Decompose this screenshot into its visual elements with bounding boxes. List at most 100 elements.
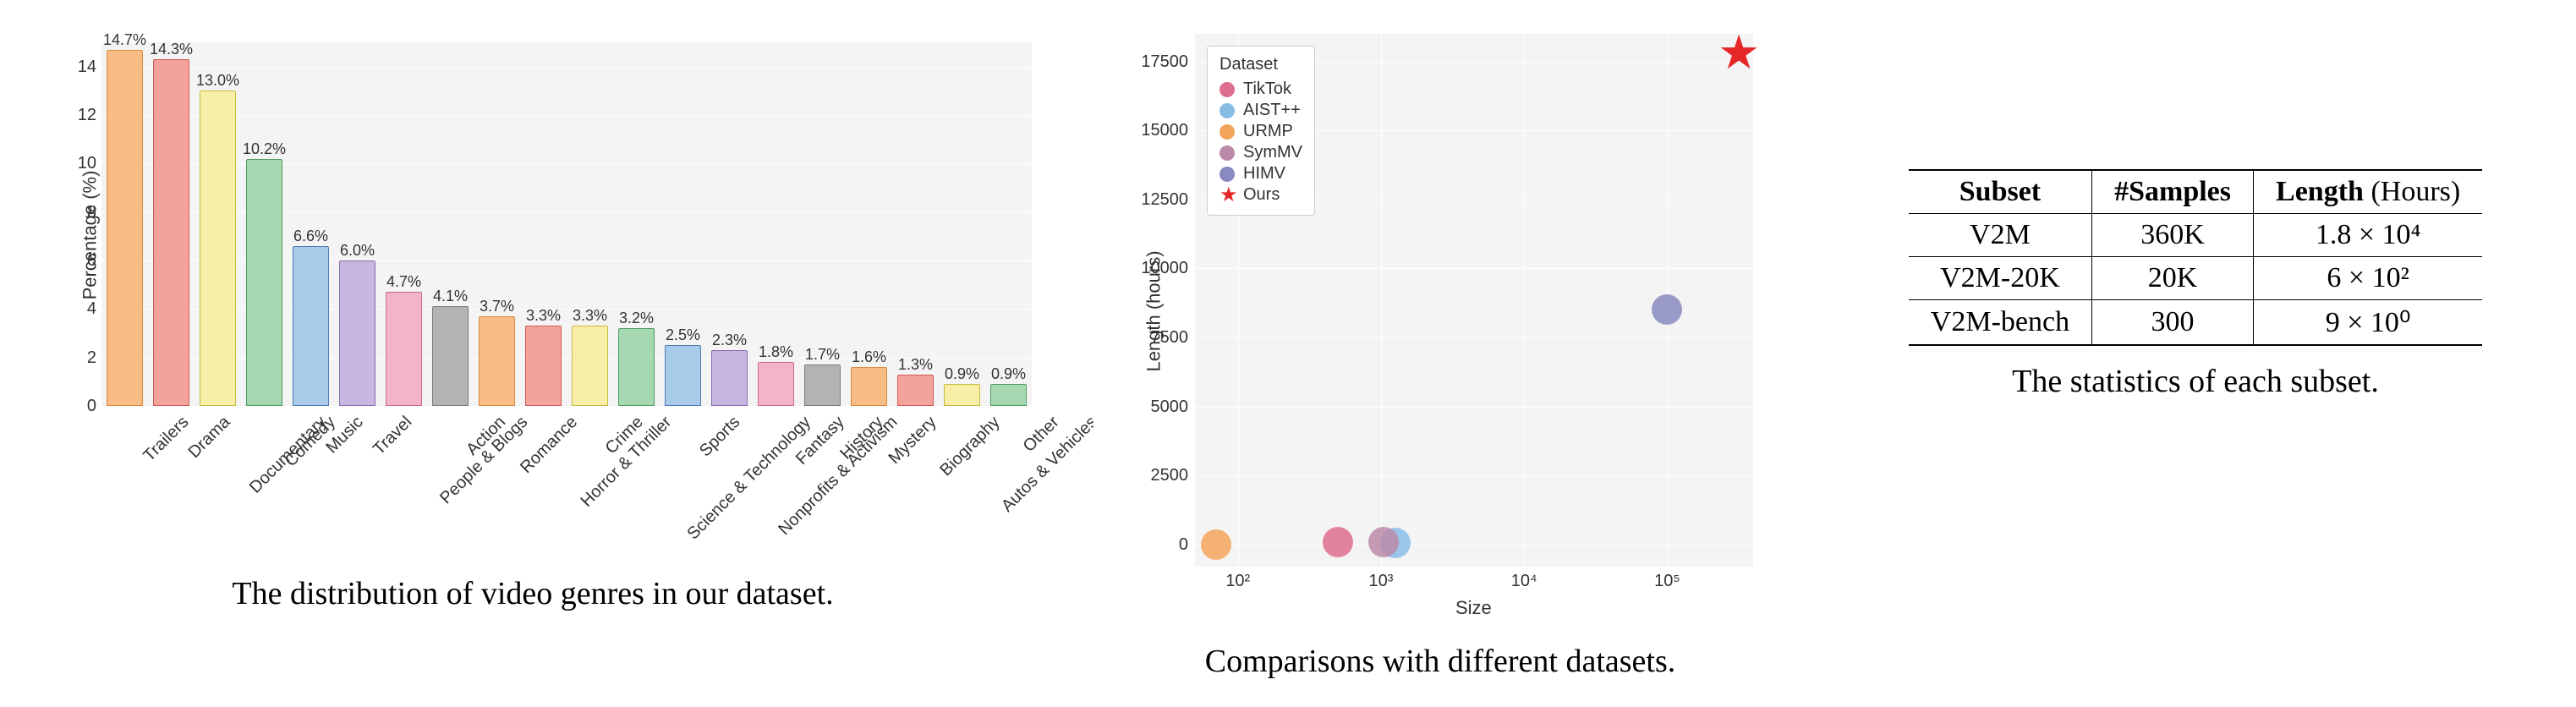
bar	[897, 375, 934, 406]
bar	[246, 159, 282, 406]
bar-gridline	[101, 260, 1032, 261]
scatter-point	[1201, 529, 1231, 560]
bar-value-label: 14.3%	[150, 41, 193, 58]
bar	[944, 384, 980, 406]
scatter-ytick: 5000	[1127, 397, 1188, 417]
bar-value-label: 3.7%	[480, 298, 514, 315]
bar-ytick: 4	[68, 299, 96, 319]
bar	[990, 384, 1027, 406]
bar-value-label: 2.3%	[712, 332, 747, 349]
scatter-gridline-h	[1195, 337, 1753, 338]
bar-value-label: 10.2%	[243, 140, 286, 158]
scatter-panel: 02500500075001000012500150001750010²10³1…	[1093, 17, 1787, 680]
scatter-legend: DatasetTikTokAIST++URMPSymMVHIMV★Ours	[1207, 46, 1315, 216]
bar-value-label: 3.3%	[573, 307, 607, 325]
scatter-ytick: 12500	[1127, 190, 1188, 210]
bar-value-label: 1.3%	[898, 356, 933, 374]
scatter-ylabel: Length (hours)	[1143, 250, 1165, 371]
bar-xcategory: Sports	[695, 413, 743, 461]
bar-gridline	[101, 67, 1032, 68]
bar	[618, 328, 655, 406]
scatter-xtick: 10⁴	[1511, 572, 1537, 591]
scatter-ytick: 0	[1127, 535, 1188, 555]
table-row: V2M-20K20K6 × 10²	[1909, 257, 2482, 300]
bar-xcategory: Biography	[936, 413, 1004, 480]
table-cell: V2M	[1909, 214, 2092, 257]
bar-ytick: 14	[68, 58, 96, 77]
bar	[153, 59, 189, 406]
bar-value-label: 13.0%	[196, 72, 239, 90]
bar-value-label: 0.9%	[945, 365, 979, 383]
bar-xcategory: Trailers	[140, 413, 193, 466]
bar-gridline	[101, 406, 1032, 407]
bar-value-label: 0.9%	[991, 365, 1026, 383]
legend-row: ★Ours	[1219, 185, 1302, 205]
bar	[711, 350, 748, 406]
scatter-xtick: 10²	[1225, 572, 1250, 591]
table-header: Subset	[1909, 170, 2092, 214]
bar-ylabel: Percentage (%)	[79, 171, 101, 300]
bar	[386, 292, 422, 406]
bar	[804, 364, 841, 406]
legend-label: SymMV	[1243, 143, 1302, 162]
bar-ytick: 10	[68, 154, 96, 173]
bar-caption: The distribution of video genres in our …	[232, 575, 833, 612]
scatter-xtick: 10³	[1369, 572, 1394, 591]
legend-row: URMP	[1219, 122, 1302, 141]
legend-marker-dot	[1219, 145, 1235, 161]
bar-gridline	[101, 163, 1032, 164]
bar	[665, 345, 701, 406]
scatter-chart: 02500500075001000012500150001750010²10³1…	[1093, 17, 1787, 626]
table-cell: 20K	[2092, 257, 2254, 300]
table-cell: 9 × 10⁰	[2254, 300, 2483, 346]
bar-value-label: 3.3%	[526, 307, 561, 325]
legend-row: SymMV	[1219, 143, 1302, 162]
scatter-ytick: 17500	[1127, 52, 1188, 72]
legend-label: HIMV	[1243, 164, 1285, 184]
bar	[339, 260, 375, 406]
bar-value-label: 4.1%	[433, 288, 468, 305]
scatter-gridline-h	[1195, 407, 1753, 408]
legend-marker-dot	[1219, 103, 1235, 118]
bar-value-label: 1.8%	[759, 343, 793, 361]
bar-ytick: 6	[68, 251, 96, 271]
scatter-ytick: 2500	[1127, 466, 1188, 485]
bar	[107, 50, 143, 406]
bar-gridline	[101, 115, 1032, 116]
bar-ytick: 2	[68, 348, 96, 368]
bar	[293, 246, 329, 406]
legend-marker-dot	[1219, 82, 1235, 97]
bar	[851, 367, 887, 406]
legend-title: Dataset	[1219, 55, 1302, 74]
bar	[479, 316, 515, 406]
bar-value-label: 1.6%	[852, 348, 886, 366]
legend-marker-star: ★	[1219, 188, 1235, 203]
bar-value-label: 6.6%	[293, 227, 328, 245]
bar-value-label: 2.5%	[666, 326, 700, 344]
scatter-xtick: 10⁵	[1654, 572, 1680, 591]
bar-value-label: 3.2%	[619, 310, 654, 327]
bar-xcategory: Drama	[184, 413, 234, 463]
bar-xcategory: Travel	[370, 413, 416, 459]
scatter-point	[1368, 527, 1399, 557]
legend-row: TikTok	[1219, 79, 1302, 99]
scatter-caption: Comparisons with different datasets.	[1205, 643, 1676, 680]
scatter-point	[1652, 294, 1682, 325]
table-row: V2M-bench3009 × 10⁰	[1909, 300, 2482, 346]
table-row: V2M360K1.8 × 10⁴	[1909, 214, 2482, 257]
bar-ytick: 8	[68, 203, 96, 222]
bar-gridline	[101, 309, 1032, 310]
scatter-gridline-h	[1195, 475, 1753, 476]
stats-table: Subset#SamplesLength (Hours)V2M360K1.8 ×…	[1909, 169, 2482, 346]
legend-marker-dot	[1219, 167, 1235, 182]
legend-row: HIMV	[1219, 164, 1302, 184]
legend-label: URMP	[1243, 122, 1293, 141]
bar-value-label: 6.0%	[340, 242, 375, 260]
table-cell: V2M-20K	[1909, 257, 2092, 300]
table-cell: 1.8 × 10⁴	[2254, 214, 2483, 257]
scatter-xlabel: Size	[1455, 597, 1492, 619]
bar-chart: Percentage (%)0246810121414.7%Trailers14…	[17, 17, 1049, 558]
table-cell: V2M-bench	[1909, 300, 2092, 346]
bar-gridline	[101, 212, 1032, 213]
table-panel: Subset#SamplesLength (Hours)V2M360K1.8 ×…	[1832, 17, 2559, 400]
